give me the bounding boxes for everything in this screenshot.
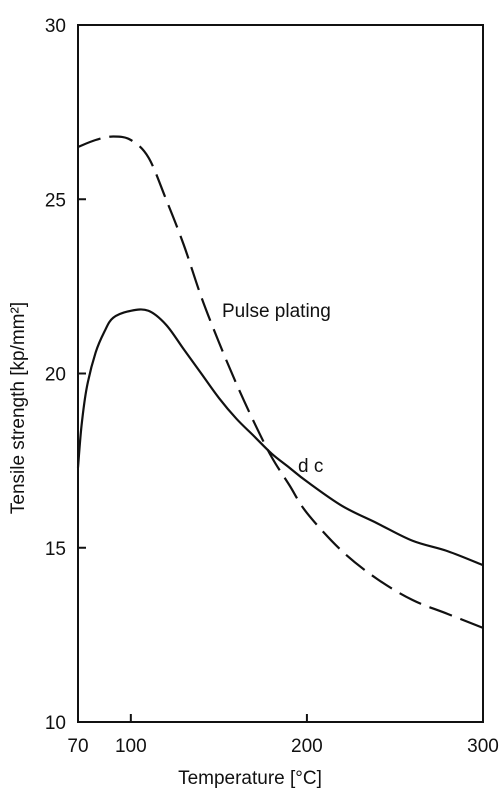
y-tick-label: 20: [45, 365, 66, 386]
series-label-pulse-plating: Pulse plating: [222, 301, 331, 322]
y-axis-title: Tensile strength [kp/mm²]: [8, 302, 29, 514]
series-lines: [76, 135, 484, 629]
y-tick-label: 10: [45, 713, 66, 734]
series-label-dc: d c: [298, 456, 323, 477]
y-tick-label: 30: [45, 16, 66, 37]
x-tick-label: 70: [67, 736, 88, 757]
x-axis-title: Temperature [°C]: [178, 768, 322, 789]
series-line-pulse-plating: [77, 135, 484, 629]
series-line-dc: [76, 308, 484, 567]
x-tick-label: 100: [115, 736, 147, 757]
x-tick-label: 200: [291, 736, 323, 757]
plot-area-border: [77, 24, 484, 723]
x-tick-label: 300: [467, 736, 499, 757]
axis-ticks: 10 15 20 25 30 70 100 200 300: [45, 16, 499, 757]
chart-text: Temperature [°C] Tensile strength [kp/mm…: [8, 301, 331, 789]
y-tick-label: 25: [45, 190, 66, 211]
plot-frame: [77, 24, 484, 723]
y-tick-label: 15: [45, 539, 66, 560]
